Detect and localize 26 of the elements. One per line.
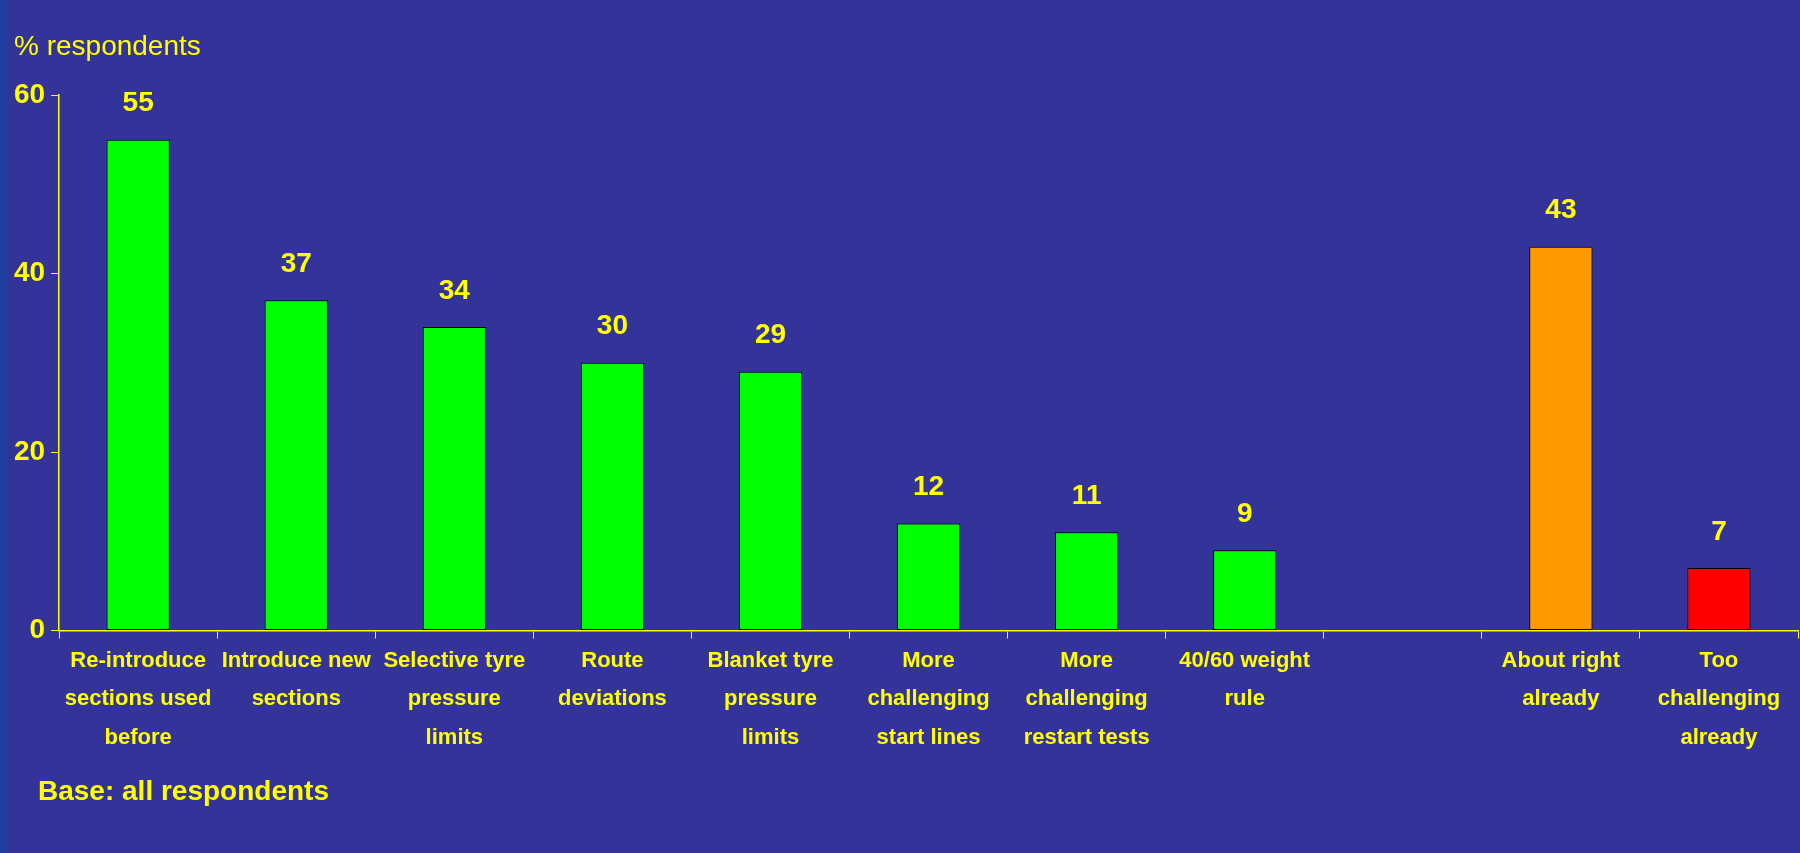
y-tick-label: 0 xyxy=(29,613,46,645)
y-tick-label: 40 xyxy=(13,256,46,288)
y-axis-title: % respondents xyxy=(14,30,201,62)
x-tick-label: More challenging start lines xyxy=(867,646,990,749)
data-label: 12 xyxy=(912,470,945,502)
data-label: 34 xyxy=(438,273,471,305)
x-tick-label: Introduce new sections xyxy=(221,646,372,711)
x-tick-label: Route deviations xyxy=(558,646,667,711)
x-tick-label: More challenging restart tests xyxy=(1023,646,1150,749)
data-label: 29 xyxy=(754,318,787,350)
x-tick-label: Selective tyre pressure limits xyxy=(383,646,526,749)
data-label: 9 xyxy=(1236,496,1253,528)
x-tick-label: Re-introduce sections used before xyxy=(64,646,212,749)
x-tick-label: Blanket tyre pressure limits xyxy=(707,646,834,749)
x-tick-label: Too challenging already xyxy=(1657,646,1781,749)
data-label: 55 xyxy=(122,86,154,118)
y-tick-label: 60 xyxy=(13,77,46,109)
data-label: 7 xyxy=(1711,514,1727,546)
data-label: 30 xyxy=(596,309,628,341)
text: Base: all respondents xyxy=(38,775,329,807)
y-tick-label: 20 xyxy=(13,434,46,466)
x-tick-label: 40/60 weight rule xyxy=(1179,646,1311,711)
data-label: 37 xyxy=(280,246,312,278)
data-label: 43 xyxy=(1545,193,1577,225)
data-label: 11 xyxy=(1071,479,1102,511)
x-tick-label: About right already xyxy=(1501,646,1621,711)
